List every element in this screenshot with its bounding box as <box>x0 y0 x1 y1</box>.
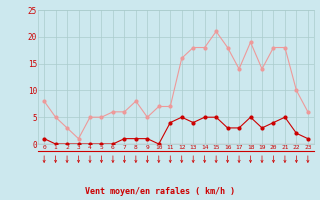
Text: Vent moyen/en rafales ( km/h ): Vent moyen/en rafales ( km/h ) <box>85 187 235 196</box>
